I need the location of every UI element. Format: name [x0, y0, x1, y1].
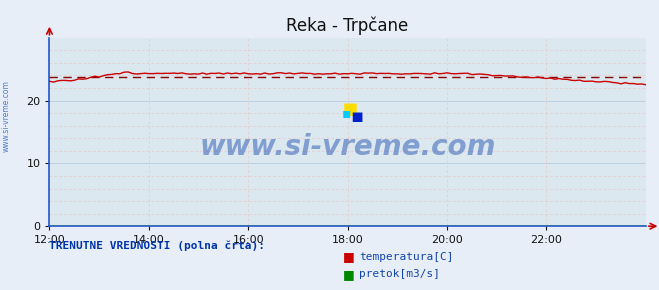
Text: pretok[m3/s]: pretok[m3/s]	[359, 269, 440, 279]
Text: temperatura[C]: temperatura[C]	[359, 252, 453, 262]
Text: TRENUTNE VREDNOSTI (polna črta):: TRENUTNE VREDNOSTI (polna črta):	[49, 241, 266, 251]
Text: ▪: ▪	[342, 106, 351, 120]
Title: Reka - Trpčane: Reka - Trpčane	[287, 16, 409, 35]
Text: www.si-vreme.com: www.si-vreme.com	[200, 133, 496, 161]
Text: ■: ■	[343, 268, 355, 280]
Text: ▪: ▪	[350, 107, 363, 126]
Text: www.si-vreme.com: www.si-vreme.com	[2, 80, 11, 152]
Text: ■: ■	[343, 250, 355, 263]
Text: ▪: ▪	[342, 97, 359, 121]
